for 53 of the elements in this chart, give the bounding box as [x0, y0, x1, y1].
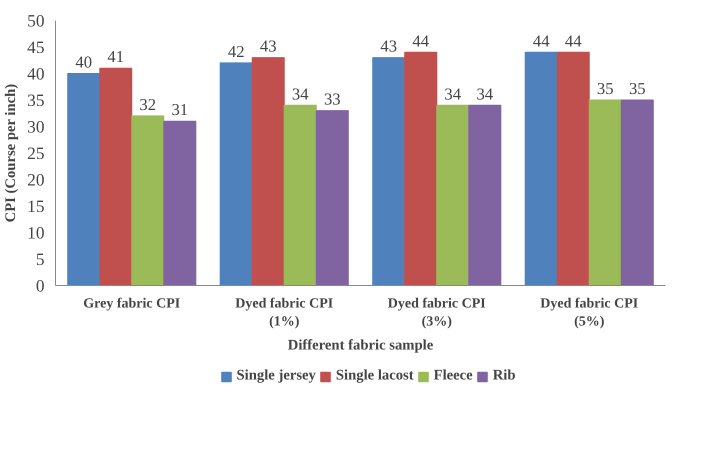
x-tick-label: Dyed fabric CPI (3%): [388, 296, 486, 330]
x-tick-label: Dyed fabric CPI (5%): [540, 296, 638, 330]
data-label: 31: [171, 100, 188, 120]
data-label: 43: [380, 36, 398, 56]
legend-label: Rib: [492, 368, 516, 384]
y-tick-label: 20: [27, 170, 44, 190]
legend-label: Single jersey: [236, 368, 316, 384]
bar: [620, 100, 654, 286]
y-tick-label: 25: [27, 144, 44, 163]
data-label: 44: [564, 31, 582, 50]
bar: [404, 52, 438, 286]
data-label: 35: [596, 79, 614, 98]
y-tick-label: 30: [27, 118, 44, 136]
y-axis-title: CPI (Course per inch): [3, 84, 20, 222]
data-label: 34: [444, 84, 462, 104]
data-label: 44: [412, 31, 430, 50]
bar: [556, 52, 590, 286]
y-tick-label: 0: [36, 276, 45, 296]
bar: [468, 104, 502, 286]
data-label: 34: [476, 84, 494, 104]
bar: [163, 120, 196, 286]
bar: [67, 73, 100, 286]
data-label: 43: [260, 36, 277, 56]
data-label: 32: [139, 94, 156, 114]
y-tick-label: 35: [27, 91, 44, 110]
data-label: 41: [107, 47, 124, 66]
bar: [436, 104, 470, 286]
y-tick-label: 5: [36, 250, 45, 269]
bar: [524, 52, 558, 286]
bar: [284, 104, 317, 286]
bar: [99, 68, 132, 286]
y-tick-label: 50: [27, 12, 44, 30]
bar: [372, 57, 406, 286]
data-label: 33: [324, 90, 341, 109]
x-axis-title: Different fabric sample: [288, 338, 434, 354]
bar: [588, 100, 622, 286]
y-tick-label: 40: [27, 64, 44, 84]
bar: [131, 115, 164, 286]
y-tick-label: 15: [27, 197, 44, 216]
bar: [316, 110, 349, 286]
x-tick-label: Grey fabric CPI: [83, 296, 180, 312]
bar: [220, 62, 253, 286]
data-label: 44: [532, 31, 550, 50]
legend-label: Fleece: [434, 368, 473, 384]
data-label: 34: [292, 84, 310, 104]
legend-label: Single lacost: [336, 368, 414, 384]
data-label: 40: [75, 52, 92, 72]
data-label: 35: [628, 79, 646, 98]
data-label: 42: [228, 42, 245, 61]
y-tick-label: 10: [27, 224, 44, 242]
x-tick-label: Dyed fabric CPI (1%): [235, 296, 334, 330]
y-tick-label: 45: [27, 38, 44, 57]
bar: [252, 57, 285, 286]
